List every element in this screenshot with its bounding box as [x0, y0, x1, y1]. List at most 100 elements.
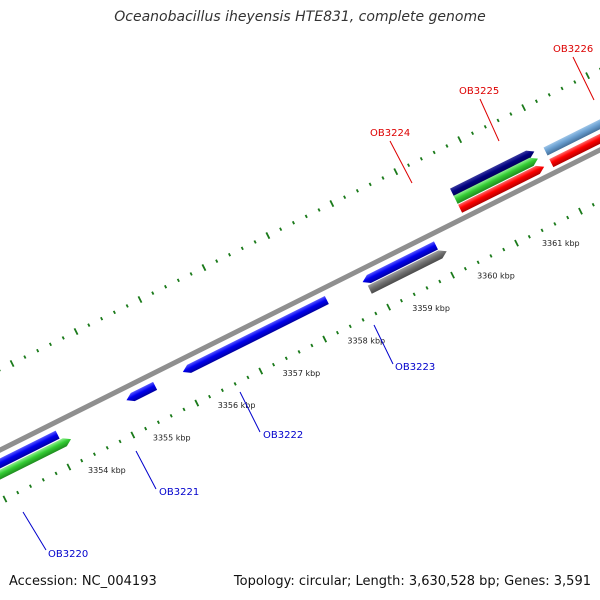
tick-inner [258, 367, 264, 375]
tick-outer [201, 264, 207, 272]
tick-outer [393, 168, 399, 176]
accession-info: Accession: NC_004193 [9, 574, 157, 589]
tick-inner [450, 271, 455, 279]
tick-inner [29, 484, 33, 489]
tick-outer [368, 182, 372, 187]
kbp-label: 3357 kbp [283, 369, 321, 378]
tick-outer [521, 104, 527, 112]
tick-inner [591, 202, 595, 207]
tick-outer [457, 136, 463, 144]
tick-outer [73, 327, 79, 336]
gene-ob3223-arrow [362, 241, 438, 283]
tick-outer [265, 232, 271, 240]
tick-outer [61, 336, 65, 340]
tick-inner [246, 375, 250, 380]
genome-map[interactable]: 3354 kbp 3355 kbp 3356 kbp 3357 kbp 3358 kbp… [0, 0, 600, 570]
gene-ob3224-arrow [450, 150, 535, 197]
tick-inner [41, 477, 45, 482]
tick-inner [399, 298, 403, 303]
tick-outer [215, 259, 219, 263]
tick-inner [476, 260, 480, 265]
tick-outer [100, 316, 104, 321]
gene-features [0, 109, 600, 500]
tick-inner [553, 222, 557, 226]
tick-outer [23, 355, 27, 359]
tick-outer [483, 124, 487, 129]
kbp-label-group: 3355 kbp [153, 434, 191, 443]
tick-outer [48, 342, 52, 347]
tick-inner [489, 254, 493, 258]
tick-outer [87, 323, 91, 327]
tick-inner [284, 356, 288, 361]
kbp-label: 3354 kbp [88, 466, 126, 475]
tick-outer [496, 118, 500, 123]
tick-outer [304, 214, 308, 219]
gene-ob3223-gray-arrow [367, 250, 447, 294]
gene-label-ob3221[interactable]: OB3221 [159, 487, 199, 498]
tick-inner [425, 286, 429, 290]
tick-inner [297, 350, 301, 354]
kbp-label: 3356 kbp [218, 401, 256, 410]
tick-inner [118, 439, 122, 444]
gene-ob3220-arrow [0, 430, 60, 490]
tick-outer [137, 295, 143, 304]
tick-outer [253, 240, 257, 244]
tick-outer [381, 176, 385, 180]
gene-label-ob3220[interactable]: OB3220 [48, 549, 88, 560]
tick-inner [438, 279, 442, 284]
tick-outer [573, 80, 577, 84]
gene-label-ob3223[interactable]: OB3223 [395, 362, 435, 373]
kbp-label: 3360 kbp [477, 272, 515, 281]
tick-outer [445, 144, 449, 148]
gene-label-ob3222[interactable]: OB3222 [263, 430, 303, 441]
tick-inner [220, 388, 224, 393]
kbp-label-group: 3356 kbp [218, 401, 256, 410]
tick-outer [407, 163, 411, 168]
tick-inner [54, 471, 58, 476]
gene-ob3224-green-arrow [453, 157, 538, 204]
tick-inner [322, 335, 328, 343]
tick-inner [169, 414, 173, 418]
tick-inner [527, 234, 531, 239]
tick-outer [432, 150, 436, 155]
tick-inner [208, 394, 212, 399]
tick-inner [130, 431, 136, 439]
tick-inner [80, 458, 84, 463]
inner-tick-track [2, 202, 595, 503]
tick-outer [291, 220, 295, 225]
tick-inner [182, 407, 186, 412]
gene-ob3220-green-arrow [0, 438, 72, 500]
kbp-label-group: 3359 kbp [412, 304, 450, 313]
tick-outer [585, 72, 590, 80]
tick-outer [36, 348, 40, 353]
tick-inner [310, 343, 314, 348]
tick-outer [509, 112, 513, 116]
tick-inner [92, 452, 96, 457]
tick-inner [2, 495, 8, 503]
tick-outer [240, 246, 244, 251]
tick-outer [560, 86, 564, 91]
gene-labels: OB3224 OB3225 OB3226 OB3220 OB3221 OB322… [22, 44, 595, 560]
kbp-label: 3355 kbp [153, 434, 191, 443]
tick-outer [227, 252, 232, 257]
gene-label-ob3226[interactable]: OB3226 [553, 44, 593, 55]
kbp-label: 3359 kbp [412, 304, 450, 313]
tick-outer [329, 200, 335, 208]
tick-inner [233, 382, 237, 386]
genome-backbone [0, 109, 600, 491]
tick-outer [547, 93, 551, 97]
kbp-label-group: 3357 kbp [283, 369, 321, 378]
tick-inner [386, 303, 392, 311]
tick-outer [0, 368, 1, 372]
tick-outer [419, 156, 423, 161]
gene-label-ob3225[interactable]: OB3225 [459, 86, 499, 97]
tick-outer [151, 291, 155, 295]
kbp-label-group: 3358 kbp [347, 336, 385, 345]
gene-label-ob3224[interactable]: OB3224 [370, 128, 410, 139]
tick-outer [470, 131, 475, 136]
tick-inner [272, 362, 276, 367]
tick-outer [164, 284, 168, 289]
kbp-label-group: 3361 kbp [542, 239, 580, 248]
tick-outer [125, 304, 129, 308]
tick-inner [412, 292, 416, 297]
